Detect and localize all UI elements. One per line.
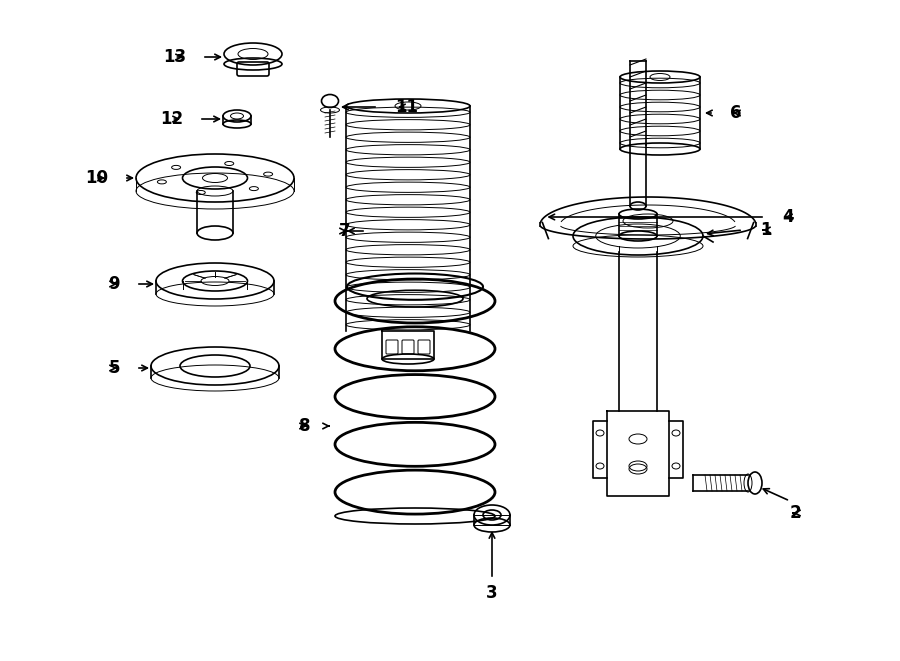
Text: 4: 4 — [782, 208, 794, 226]
Text: 12: 12 — [160, 110, 183, 128]
Text: 3: 3 — [486, 584, 498, 602]
Text: 1: 1 — [760, 221, 771, 239]
Text: 13: 13 — [163, 48, 186, 66]
Text: 9: 9 — [108, 275, 120, 293]
Text: 5: 5 — [109, 359, 120, 377]
Text: 10: 10 — [85, 169, 108, 187]
Text: 11: 11 — [395, 98, 418, 116]
Text: 2: 2 — [790, 504, 802, 522]
Text: 6: 6 — [730, 104, 742, 122]
Text: 7: 7 — [338, 222, 350, 240]
Text: 8: 8 — [299, 417, 310, 435]
